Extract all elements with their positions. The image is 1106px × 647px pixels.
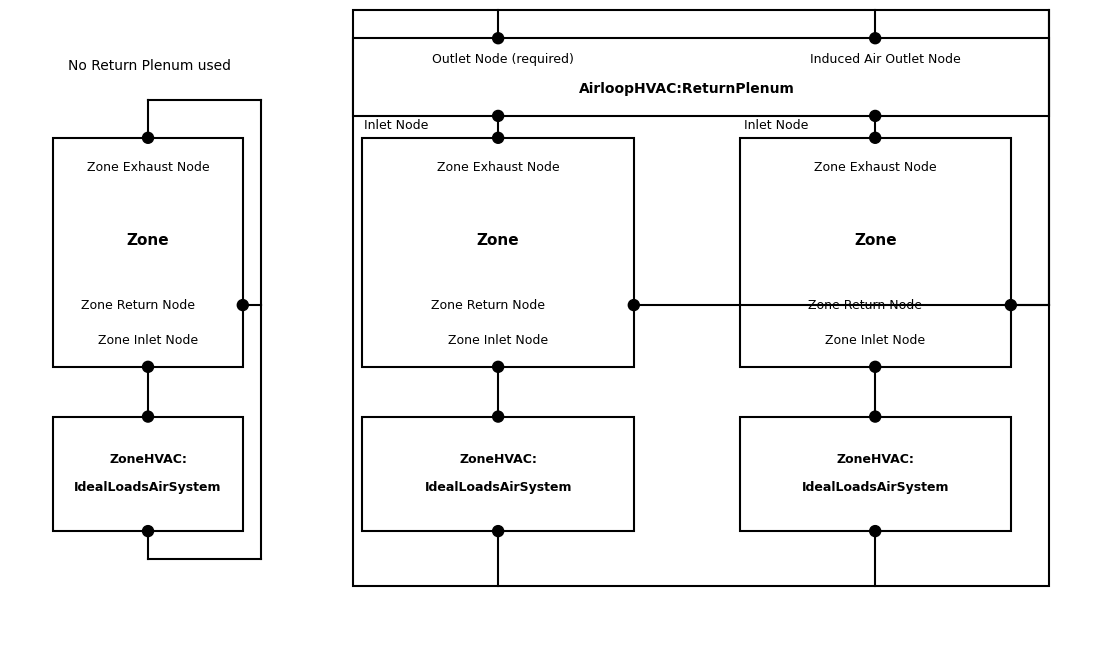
Text: IdealLoadsAirSystem: IdealLoadsAirSystem — [802, 481, 949, 494]
Text: Zone Exhaust Node: Zone Exhaust Node — [86, 161, 209, 174]
Circle shape — [869, 361, 880, 372]
Circle shape — [492, 111, 503, 122]
Text: ZoneHVAC:: ZoneHVAC: — [459, 454, 538, 466]
Circle shape — [492, 361, 503, 372]
FancyBboxPatch shape — [353, 10, 1048, 586]
Text: ZoneHVAC:: ZoneHVAC: — [109, 454, 187, 466]
Text: IdealLoadsAirSystem: IdealLoadsAirSystem — [74, 481, 222, 494]
Text: AirloopHVAC:ReturnPlenum: AirloopHVAC:ReturnPlenum — [578, 82, 794, 96]
FancyBboxPatch shape — [363, 417, 634, 531]
Text: Inlet Node: Inlet Node — [365, 119, 429, 133]
Circle shape — [492, 33, 503, 44]
Text: Zone Exhaust Node: Zone Exhaust Node — [814, 161, 937, 174]
Circle shape — [238, 300, 248, 311]
Text: Zone Inlet Node: Zone Inlet Node — [825, 334, 926, 347]
Circle shape — [869, 411, 880, 422]
Text: No Return Plenum used: No Return Plenum used — [69, 59, 231, 73]
Text: Outlet Node (required): Outlet Node (required) — [432, 54, 574, 67]
Text: Zone: Zone — [127, 233, 169, 248]
Text: Induced Air Outlet Node: Induced Air Outlet Node — [810, 54, 960, 67]
Text: ZoneHVAC:: ZoneHVAC: — [836, 454, 915, 466]
Text: IdealLoadsAirSystem: IdealLoadsAirSystem — [425, 481, 572, 494]
Text: Zone: Zone — [854, 233, 897, 248]
FancyBboxPatch shape — [53, 417, 243, 531]
Circle shape — [492, 133, 503, 143]
Text: Zone Inlet Node: Zone Inlet Node — [98, 334, 198, 347]
Circle shape — [492, 411, 503, 422]
Circle shape — [869, 525, 880, 536]
Text: Zone Return Node: Zone Return Node — [81, 298, 195, 312]
Circle shape — [869, 133, 880, 143]
FancyBboxPatch shape — [740, 417, 1011, 531]
FancyBboxPatch shape — [53, 138, 243, 367]
Circle shape — [143, 411, 154, 422]
Circle shape — [143, 361, 154, 372]
Text: Zone Return Node: Zone Return Node — [431, 298, 545, 312]
Circle shape — [628, 300, 639, 311]
Circle shape — [1005, 300, 1016, 311]
Circle shape — [869, 111, 880, 122]
Text: Zone Exhaust Node: Zone Exhaust Node — [437, 161, 560, 174]
Text: Inlet Node: Inlet Node — [743, 119, 807, 133]
Text: Zone: Zone — [477, 233, 520, 248]
FancyBboxPatch shape — [363, 138, 634, 367]
FancyBboxPatch shape — [740, 138, 1011, 367]
Circle shape — [143, 133, 154, 143]
Circle shape — [143, 525, 154, 536]
Text: Zone Return Node: Zone Return Node — [808, 298, 922, 312]
Circle shape — [492, 525, 503, 536]
FancyBboxPatch shape — [353, 38, 1048, 116]
Circle shape — [869, 33, 880, 44]
Text: Zone Inlet Node: Zone Inlet Node — [448, 334, 549, 347]
